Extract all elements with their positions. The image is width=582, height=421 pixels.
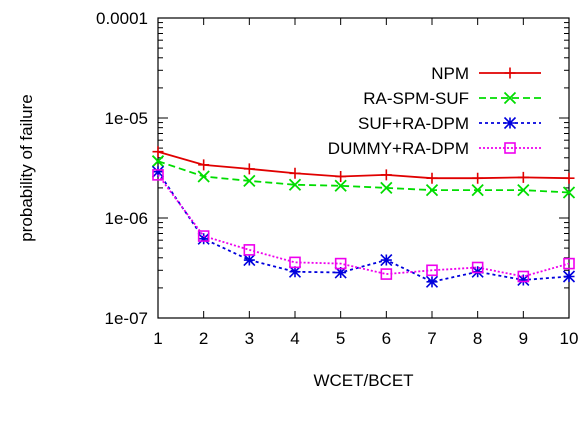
data-point-suf-ra-dpm [197, 232, 210, 245]
data-point-ra-spm-suf [380, 181, 393, 195]
data-point-dummy-ra-dpm [517, 270, 530, 283]
data-point-dummy-ra-dpm [243, 244, 256, 256]
data-point-dummy-ra-dpm [289, 256, 301, 269]
x-tick-label: 2 [199, 329, 208, 348]
data-point-ra-spm-suf [517, 183, 530, 197]
series-line-dummy-ra-dpm [157, 174, 570, 278]
data-point-ra-spm-suf [243, 174, 256, 188]
data-point-npm [472, 172, 484, 184]
legend-marker-suf-ra-dpm [503, 116, 517, 130]
series-ra-spm-suf [151, 155, 576, 199]
data-point-dummy-ra-dpm [152, 169, 164, 181]
data-point-suf-ra-dpm [334, 266, 347, 279]
data-point-npm [243, 163, 255, 175]
data-point-ra-spm-suf [197, 170, 210, 183]
data-point-suf-ra-dpm [425, 275, 439, 288]
data-point-dummy-ra-dpm [197, 230, 210, 242]
legend-marker-npm [504, 67, 516, 79]
x-axis-label: WCET/BCET [313, 371, 413, 390]
legend-label-dummy-ra-dpm: DUMMY+RA-DPM [328, 139, 469, 158]
data-point-npm [289, 167, 301, 179]
data-point-npm [198, 159, 210, 171]
y-tick-label: 1e-05 [105, 109, 148, 128]
x-tick-label: 1 [153, 329, 162, 348]
data-point-suf-ra-dpm [380, 253, 393, 267]
series-group [151, 146, 576, 288]
y-tick-label: 1e-06 [105, 209, 148, 228]
data-point-npm [517, 171, 529, 183]
series-npm [152, 146, 575, 184]
series-line-ra-spm-suf [157, 160, 570, 194]
series-dummy-ra-dpm [152, 169, 575, 283]
data-point-npm [152, 146, 164, 158]
x-tick-label: 4 [290, 329, 299, 348]
data-point-ra-spm-suf [562, 186, 576, 199]
data-point-suf-ra-dpm [151, 165, 165, 178]
data-point-dummy-ra-dpm [426, 264, 438, 277]
x-tick-label: 6 [382, 329, 391, 348]
data-point-ra-spm-suf [471, 183, 484, 197]
data-point-ra-spm-suf [288, 178, 302, 191]
legend-marker-dummy-ra-dpm [504, 142, 516, 154]
y-tick-label: 0.0001 [96, 9, 148, 28]
data-point-npm [380, 169, 392, 181]
x-tick-label: 8 [473, 329, 482, 348]
data-point-ra-spm-suf [151, 155, 165, 168]
legend: NPM RA-SPM-SUF SUF+RA-DPM DUMMY+RA-DPM [328, 64, 541, 158]
x-tick-label: 7 [427, 329, 436, 348]
legend-label-npm: NPM [431, 64, 469, 83]
legend-label-ra-spm-suf: RA-SPM-SUF [363, 89, 469, 108]
legend-label-suf-ra-dpm: SUF+RA-DPM [358, 114, 469, 133]
data-point-suf-ra-dpm [562, 270, 576, 283]
legend-marker-ra-spm-suf [503, 91, 517, 105]
y-tick-label: 1e-07 [105, 309, 148, 328]
axis-ticks: 1 2 3 4 5 6 7 8 9 10 1e-07 1e-06 1e-05 0.0001 [96, 9, 578, 348]
data-point-ra-spm-suf [425, 183, 439, 197]
data-point-dummy-ra-dpm [563, 257, 575, 270]
data-point-npm [563, 172, 575, 184]
x-tick-label: 3 [245, 329, 254, 348]
data-point-dummy-ra-dpm [380, 268, 393, 280]
series-line-npm [157, 150, 570, 180]
data-point-dummy-ra-dpm [334, 257, 347, 270]
x-tick-label: 9 [519, 329, 528, 348]
data-point-npm [335, 171, 347, 183]
data-point-suf-ra-dpm [517, 273, 530, 287]
y-axis-label: probability of failure [17, 94, 36, 241]
data-point-suf-ra-dpm [288, 265, 302, 278]
x-tick-label: 5 [336, 329, 345, 348]
data-point-ra-spm-suf [334, 179, 347, 192]
data-point-suf-ra-dpm [243, 253, 256, 267]
data-point-npm [426, 172, 438, 184]
series-line-suf-ra-dpm [157, 171, 570, 283]
x-tick-label: 10 [560, 329, 579, 348]
data-point-dummy-ra-dpm [471, 261, 484, 274]
